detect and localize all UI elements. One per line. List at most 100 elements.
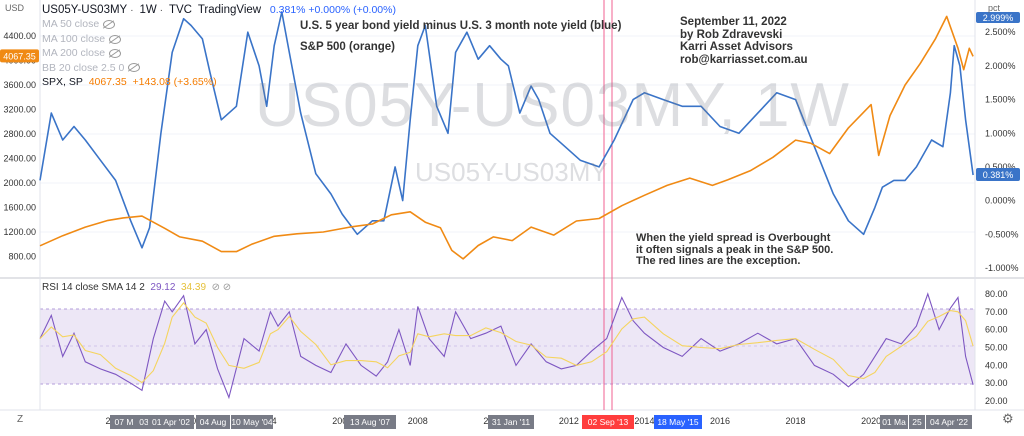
legend-bb[interactable]: BB 20 close 2.5 0 — [42, 61, 482, 75]
time-badge — [110, 415, 138, 429]
time-badge — [231, 415, 273, 429]
time-badge — [909, 415, 925, 429]
annotation-note3: The red lines are the exception. — [636, 255, 801, 267]
rsi-axis-tick: 50.00 — [985, 343, 1008, 353]
annotation-company: Karri Asset Advisors — [680, 41, 793, 53]
time-badge-text: 25 — [912, 417, 922, 427]
eye-icon[interactable] — [109, 34, 122, 44]
bb-label: BB 20 close 2.5 0 — [42, 61, 125, 74]
time-badge-text: 01 Ma — [882, 417, 906, 427]
rsi-band — [40, 309, 975, 384]
annotation-title1: U.S. 5 year bond yield minus U.S. 3 mont… — [300, 20, 622, 32]
left-axis-tick: 2800.00 — [3, 129, 36, 139]
left-axis-tick: 3200.00 — [3, 105, 36, 115]
rsi-axis-tick: 80.00 — [985, 289, 1008, 299]
time-badge — [148, 415, 194, 429]
eye-icon[interactable]: ⊘ ⊘ — [211, 282, 232, 293]
time-badge-text: 04 Apr '22 — [930, 417, 968, 427]
spx-name: SPX, SP — [42, 75, 83, 88]
left-axis-tick: 1600.00 — [3, 203, 36, 213]
gear-icon[interactable]: ⚙ — [1002, 411, 1014, 426]
time-badge — [582, 415, 634, 429]
eye-icon[interactable] — [128, 63, 141, 73]
spread-high-tag — [976, 12, 1020, 23]
symbol-label[interactable]: US05Y-US03MY — [42, 4, 128, 16]
time-badge-text: 02 Sep '13 — [588, 417, 629, 427]
time-badge-text: 13 Aug '07 — [350, 417, 390, 427]
time-badge-text: 31 Jan '11 — [492, 417, 531, 427]
time-badge-text: 01 Apr '02 — [152, 417, 190, 427]
annotation-note1: When the yield spread is Overbought — [636, 232, 831, 244]
legend-header[interactable]: US05Y-US03MY · 1W · TVC TradingView 0.38… — [42, 4, 396, 16]
rsi-series-line — [39, 292, 974, 400]
right-axis-tick: 2.000% — [985, 61, 1016, 71]
right-axis-tick: 1.500% — [985, 95, 1016, 105]
annotation-author: by Rob Zdravevski — [680, 28, 783, 41]
time-axis-tick: 2012 — [559, 416, 579, 426]
time-badge — [654, 415, 702, 429]
rsi-legend[interactable]: RSI 14 close SMA 14 2 29.12 34.39 ⊘ ⊘ — [42, 282, 231, 293]
right-axis-tick: -0.500% — [985, 229, 1019, 239]
annotation-author-block: September 11, 2022 by Rob Zdravevski Kar… — [680, 16, 808, 66]
right-axis-tick: 2.500% — [985, 27, 1016, 37]
platform-label: TradingView — [197, 4, 262, 16]
spx-series-line — [39, 15, 974, 260]
eye-icon[interactable] — [109, 48, 122, 58]
legend-panel: US05Y-US03MY · 1W · TVC TradingView 0.38… — [42, 3, 482, 89]
spx-price-tag — [0, 49, 39, 63]
time-axis-tick: 2014 — [634, 416, 654, 426]
rsi-value: 29.12 — [150, 282, 176, 293]
time-badge — [488, 415, 534, 429]
spread-series-line — [39, 11, 974, 249]
ma200-label: MA 200 close — [42, 47, 106, 60]
spx-change: +143.08 (+3.65%) — [132, 75, 217, 88]
time-axis-tick: 2008 — [408, 416, 428, 426]
time-axis-tick: 2006 — [332, 416, 352, 426]
rsi-axis-tick: 20.00 — [985, 396, 1008, 406]
spx-price-tag-text: 4067.35 — [3, 51, 36, 61]
time-badge-text: 07 M — [115, 417, 134, 427]
source-label: TVC — [168, 4, 192, 16]
rsi-axis-tick: 30.00 — [985, 378, 1008, 388]
left-axis-tick: 3600.00 — [3, 80, 36, 90]
legend-ma100[interactable]: MA 100 close — [42, 32, 482, 46]
annotation-email: rob@karriasset.com.au — [680, 53, 808, 66]
time-badge — [880, 415, 908, 429]
time-badge-text: 18 May '15 — [657, 417, 699, 427]
left-axis-tick: 1200.00 — [3, 227, 36, 237]
right-axis-tick: 0.500% — [985, 162, 1016, 172]
ma50-label: MA 50 close — [42, 18, 100, 31]
interval-label[interactable]: 1W — [139, 4, 157, 16]
annotation-date: September 11, 2022 — [680, 16, 787, 28]
rsi-sma-value: 34.39 — [181, 282, 207, 293]
watermark-small: US05Y-US03MY — [415, 157, 608, 187]
time-badge-text: 04 Aug — [200, 417, 227, 427]
legend-spx[interactable]: SPX, SP 4067.35 +143.08 (+3.65%) — [42, 75, 482, 89]
timezone-label[interactable]: Z — [17, 414, 24, 425]
time-badge — [926, 415, 972, 429]
watermark-large: US05Y-US03MY, 1W — [255, 71, 850, 140]
legend-ma50[interactable]: MA 50 close — [42, 17, 482, 31]
eye-icon[interactable] — [103, 20, 116, 30]
rsi-legend-label: RSI 14 close SMA 14 2 — [42, 282, 145, 293]
annotation-note2: it often signals a peak in the S&P 500. — [636, 243, 834, 256]
time-badge — [196, 415, 230, 429]
spx-price: 4067.35 — [88, 75, 127, 88]
time-badge-text: 03 — [139, 417, 149, 427]
percent-label[interactable]: pct — [988, 3, 1001, 13]
right-axis-tick: -1.000% — [985, 263, 1019, 273]
left-axis-tick: 2000.00 — [3, 178, 36, 188]
legend-ma200[interactable]: MA 200 close — [42, 46, 482, 60]
annotation-note-block: When the yield spread is Overbought it o… — [636, 232, 834, 268]
time-badge-text: 10 May '04 — [231, 417, 273, 427]
right-axis-tick: 1.000% — [985, 128, 1016, 138]
annotation-title2: S&P 500 (orange) — [300, 41, 396, 53]
currency-label[interactable]: USD — [5, 3, 25, 13]
rsi-axis-tick: 40.00 — [985, 360, 1008, 370]
left-axis-tick: 800.00 — [8, 252, 36, 262]
ma100-label: MA 100 close — [42, 32, 106, 45]
left-axis-tick: 4400.00 — [3, 31, 36, 41]
spread-high-tag-text: 2.999% — [983, 13, 1014, 23]
